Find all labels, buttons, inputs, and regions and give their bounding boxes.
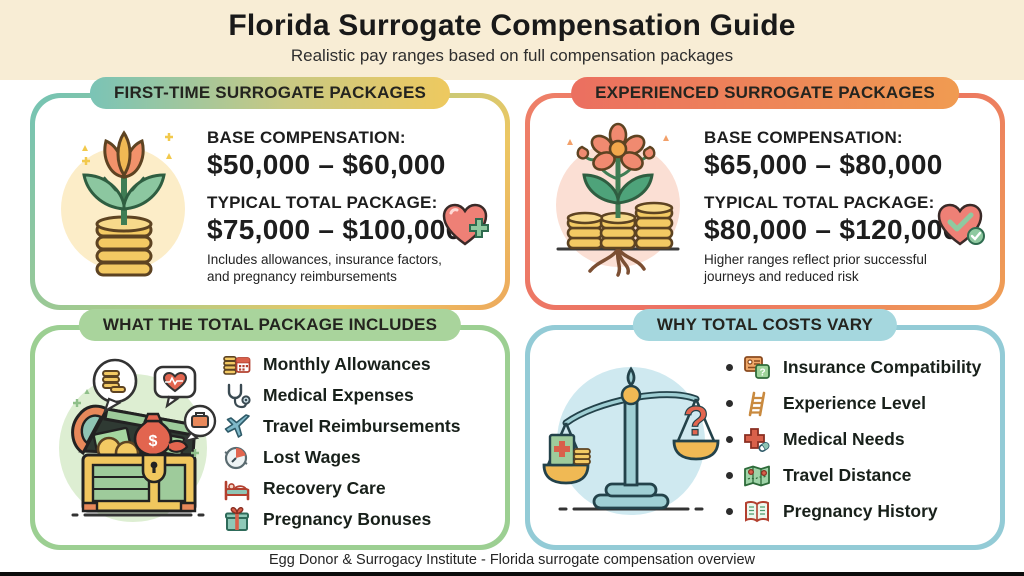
- list-item-label: Experience Level: [783, 393, 926, 413]
- list-item: Experience Level: [726, 391, 996, 417]
- page-title: Florida Surrogate Compensation Guide: [228, 9, 796, 42]
- card-first-time-packages: FIRST-TIME SURROGATE PACKAGES BASE COMPE: [30, 77, 510, 310]
- sprout-plant-on-coins-illustration: [61, 129, 185, 276]
- bottom-bar: [0, 572, 1024, 576]
- list-item-label: Travel Distance: [783, 465, 912, 485]
- airplane-icon: [223, 413, 251, 440]
- list-item: Medical Needs: [726, 427, 996, 453]
- card-includes-body: $: [35, 330, 505, 545]
- experienced-text-column: BASE COMPENSATION: $65,000 – $80,000 TYP…: [698, 118, 1000, 286]
- list-item: Monthly Allowances: [223, 352, 501, 378]
- id-card-question-icon: ?: [743, 355, 771, 381]
- list-item-label: Pregnancy History: [783, 501, 938, 521]
- card-first-time-badge: FIRST-TIME SURROGATE PACKAGES: [89, 77, 451, 109]
- list-item-label: Pregnancy Bonuses: [263, 509, 432, 529]
- first-time-note: Includes allowances, insurance factors, …: [207, 251, 442, 284]
- balance-scale-illustration: ?: [542, 365, 720, 515]
- medical-cross-pill-icon: [743, 427, 771, 453]
- list-item: Medical Expenses: [223, 383, 501, 409]
- card-costs-vary-badge: WHY TOTAL COSTS VARY: [632, 309, 898, 341]
- list-item-label: Medical Expenses: [263, 385, 414, 405]
- card-package-includes: WHAT THE TOTAL PACKAGE INCLUDES $: [30, 309, 510, 550]
- coins-calendar-icon: [223, 352, 251, 378]
- includes-list: Monthly Allowances Medical Expenses: [223, 338, 505, 538]
- treasure-chest-illustration: $: [59, 358, 217, 522]
- base-compensation-range: $50,000 – $60,000: [207, 148, 446, 180]
- bullet-dot: [726, 436, 733, 443]
- list-item: Travel Reimbursements: [223, 413, 501, 440]
- svg-text:?: ?: [683, 397, 709, 444]
- total-package-range: $80,000 – $120,000: [704, 213, 959, 245]
- list-item-label: Recovery Care: [263, 478, 386, 498]
- bullet-dot: [726, 400, 733, 407]
- card-first-time-body: BASE COMPENSATION: $50,000 – $60,000 TYP…: [35, 98, 505, 305]
- heart-check-icon: [937, 203, 985, 246]
- bullet-dot: [726, 472, 733, 479]
- header-band: Florida Surrogate Compensation Guide Rea…: [0, 0, 1024, 80]
- base-compensation-range: $65,000 – $80,000: [704, 148, 943, 180]
- bed-icon: [223, 476, 251, 502]
- list-item-label: Travel Reimbursements: [263, 416, 461, 436]
- base-compensation-label: BASE COMPENSATION:: [704, 127, 903, 147]
- svg-text:?: ?: [759, 367, 765, 378]
- list-item: Pregnancy Bonuses: [223, 506, 501, 533]
- stethoscope-icon: [223, 383, 251, 409]
- total-package-range: $75,000 – $100,000: [207, 213, 462, 245]
- clock-icon: [223, 445, 251, 471]
- heart-plus-icon: [442, 203, 489, 246]
- total-package-label: TYPICAL TOTAL PACKAGE:: [704, 192, 935, 212]
- book-icon: [743, 499, 771, 525]
- experienced-note: Higher ranges reflect prior successful j…: [704, 251, 927, 284]
- list-item-label: Lost Wages: [263, 447, 361, 467]
- page-subtitle: Realistic pay ranges based on full compe…: [290, 46, 734, 65]
- first-time-text-column: BASE COMPENSATION: $50,000 – $60,000 TYP…: [201, 118, 505, 286]
- footer-attribution: Egg Donor & Surrogacy Institute - Florid…: [269, 552, 755, 568]
- svg-text:$: $: [149, 433, 158, 450]
- base-compensation-label: BASE COMPENSATION:: [207, 127, 406, 147]
- card-experienced-packages: EXPERIENCED SURROGATE PACKAGES: [525, 77, 1005, 310]
- bullet-dot: [726, 508, 733, 515]
- card-experienced-body: BASE COMPENSATION: $65,000 – $80,000 TYP…: [530, 98, 1000, 305]
- list-item-label: Insurance Compatibility: [783, 357, 982, 377]
- list-item: Pregnancy History: [726, 499, 996, 525]
- list-item: Lost Wages: [223, 445, 501, 471]
- list-item-label: Monthly Allowances: [263, 354, 431, 374]
- map-icon: [743, 463, 771, 489]
- ladder-icon: [743, 391, 771, 417]
- card-costs-vary-body: ? ? Insurance Compatibility: [530, 330, 1000, 545]
- list-item: Travel Distance: [726, 463, 996, 489]
- list-item: Recovery Care: [223, 476, 501, 502]
- bullet-dot: [726, 364, 733, 371]
- card-experienced-badge: EXPERIENCED SURROGATE PACKAGES: [571, 77, 959, 109]
- gift-icon: [223, 506, 251, 533]
- flower-coin-stacks-roots-illustration: [556, 122, 680, 277]
- list-item-label: Medical Needs: [783, 429, 905, 449]
- list-item: ? Insurance Compatibility: [726, 355, 996, 381]
- card-costs-vary: WHY TOTAL COSTS VARY ?: [525, 309, 1005, 550]
- total-package-label: TYPICAL TOTAL PACKAGE:: [207, 192, 438, 212]
- card-includes-badge: WHAT THE TOTAL PACKAGE INCLUDES: [78, 309, 462, 341]
- costs-vary-list: ? Insurance Compatibility Experience Lev…: [726, 341, 1000, 535]
